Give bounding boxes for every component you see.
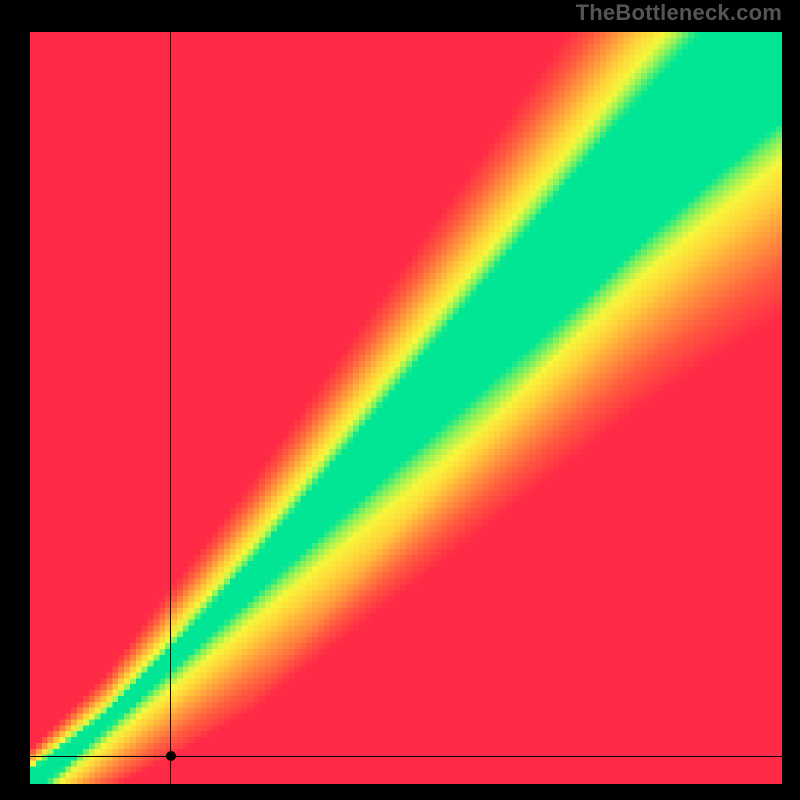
crosshair-marker [166, 751, 176, 761]
heatmap-plot [30, 32, 782, 784]
crosshair-horizontal [30, 756, 782, 757]
crosshair-vertical [170, 32, 171, 784]
watermark-text: TheBottleneck.com [576, 0, 782, 26]
chart-container: TheBottleneck.com [0, 0, 800, 800]
